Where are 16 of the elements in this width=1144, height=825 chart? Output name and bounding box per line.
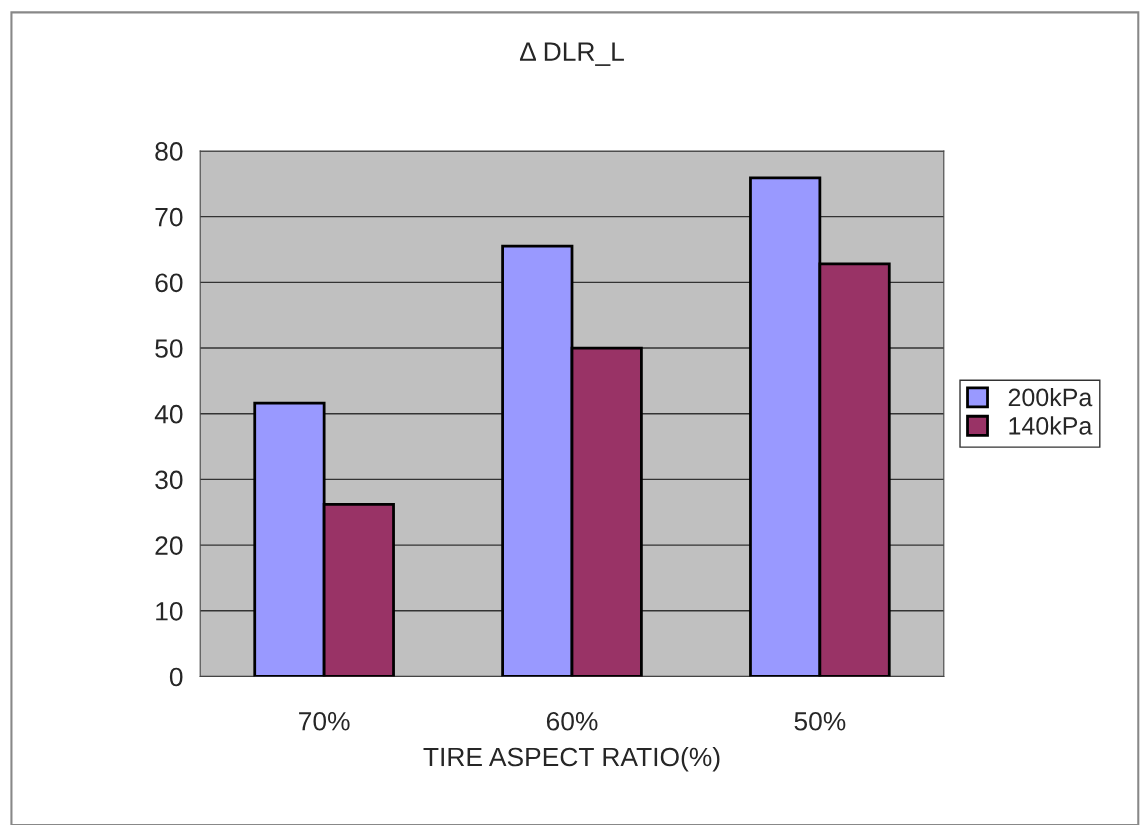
- y-tick-label: 10: [156, 601, 183, 621]
- y-tick-label: 0: [169, 667, 183, 687]
- x-tick-label: 60%: [546, 711, 598, 731]
- y-tick-label: 60: [155, 273, 183, 293]
- x-axis-title: TIRE ASPECT RATIO(%): [423, 746, 720, 772]
- y-tick-label: 30: [155, 470, 183, 490]
- y-tick-label: 50: [155, 339, 183, 358]
- chart-title: Δ DLR_L: [519, 42, 624, 66]
- x-tick-label: 70%: [299, 711, 350, 731]
- legend-label: 200kPa: [1008, 387, 1093, 407]
- y-tick-label: 40: [154, 404, 183, 424]
- y-tick-label: 70: [155, 207, 183, 227]
- x-tick-label: 50%: [794, 711, 846, 731]
- y-tick-label: 80: [155, 142, 183, 161]
- y-tick-label: 20: [155, 536, 183, 555]
- legend-label: 140kPa: [1009, 416, 1093, 435]
